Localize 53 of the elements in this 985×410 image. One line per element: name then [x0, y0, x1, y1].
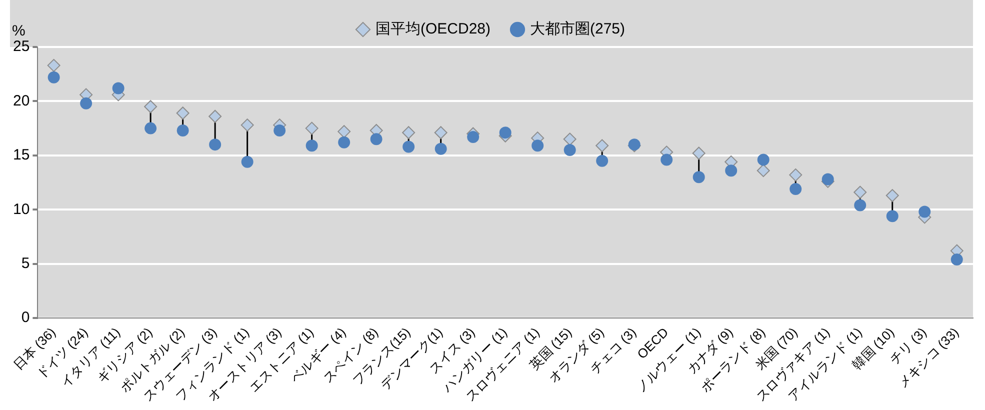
- point: [467, 130, 480, 143]
- point: [854, 186, 867, 199]
- point: [112, 82, 124, 94]
- point: [48, 71, 60, 84]
- point: [241, 156, 254, 168]
- point: [338, 125, 351, 138]
- point: [725, 164, 738, 177]
- point: [402, 126, 416, 140]
- point: [692, 146, 706, 160]
- y-axis-title: %: [12, 22, 26, 40]
- point: [854, 199, 866, 212]
- y-tick-label: 5: [21, 254, 30, 272]
- point: [596, 154, 608, 167]
- y-tick-label: 15: [12, 146, 30, 164]
- legend-label: 大都市圏(275): [530, 20, 626, 38]
- point: [789, 168, 802, 182]
- point: [209, 138, 222, 151]
- point: [660, 154, 673, 166]
- point: [950, 253, 963, 266]
- point: [208, 110, 222, 123]
- point: [757, 154, 770, 166]
- point: [756, 164, 770, 178]
- y-tick-label: 20: [12, 92, 30, 110]
- point: [306, 140, 318, 152]
- point: [886, 189, 899, 202]
- point: [370, 133, 382, 146]
- point: [886, 210, 898, 222]
- point: [692, 171, 705, 184]
- point: [240, 118, 254, 132]
- point: [564, 144, 576, 156]
- point: [176, 124, 189, 136]
- point: [596, 139, 609, 152]
- legend-label: 国平均(OECD28): [375, 20, 490, 38]
- y-tick-label: 25: [12, 38, 30, 56]
- y-tick-label: 0: [21, 309, 30, 326]
- point: [176, 106, 190, 120]
- point: [80, 97, 92, 110]
- point: [338, 136, 350, 148]
- point: [402, 140, 415, 153]
- point: [47, 58, 60, 72]
- point: [918, 206, 931, 218]
- point: [144, 122, 157, 134]
- point: [822, 173, 834, 186]
- point: [305, 122, 318, 135]
- point: [532, 140, 544, 152]
- point: [434, 126, 448, 140]
- point: [790, 183, 802, 196]
- point: [434, 142, 447, 155]
- point: [499, 126, 512, 139]
- point: [144, 100, 158, 114]
- point: [274, 124, 286, 136]
- point: [563, 132, 576, 146]
- y-tick-label: 10: [12, 200, 30, 218]
